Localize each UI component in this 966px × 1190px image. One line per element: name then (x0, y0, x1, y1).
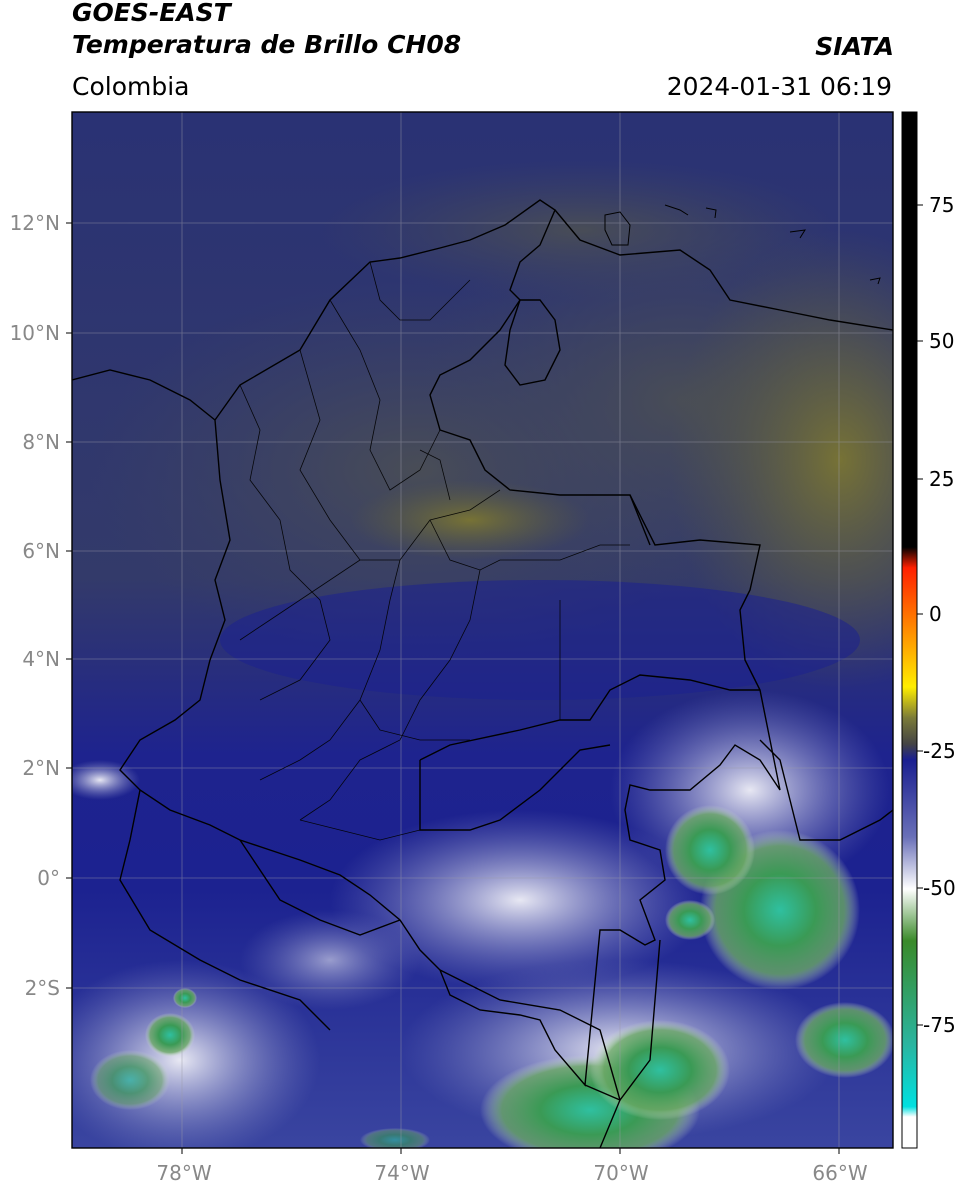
islands (604, 204, 881, 285)
lat-labels: 12°N 10°N 8°N 6°N 4°N 2°N 0° 2°S (10, 211, 60, 1000)
colorbar-label-50: 50 (929, 329, 954, 353)
ecuador-colombia (239, 839, 401, 936)
title-satellite: GOES-EAST (72, 0, 231, 27)
colorbar-label-neg75: -75 (923, 1013, 956, 1037)
peru-border (419, 744, 611, 831)
venezuela-coast (554, 209, 893, 331)
lat-label-8n: 8°N (22, 430, 60, 454)
lat-label-12n: 12°N (10, 211, 60, 235)
brazil-south (584, 939, 661, 1101)
datetime-label: 2024-01-31 06:19 (666, 72, 892, 101)
venezuela-brazil (629, 494, 651, 546)
lat-label-10n: 10°N (10, 321, 60, 345)
brand-label: SIATA (815, 32, 894, 61)
lon-label-78w: 78°W (156, 1161, 211, 1185)
tick-marks (66, 222, 840, 1154)
ecuador-peru (119, 789, 331, 1031)
maracaibo-lake (504, 299, 561, 386)
map-frame (71, 111, 894, 1149)
lat-label-2n: 2°N (22, 756, 60, 780)
region-label: Colombia (72, 72, 190, 101)
lat-label-0: 0° (37, 866, 60, 890)
brazil-border (419, 674, 760, 761)
colorbar-label-neg25: -25 (923, 739, 956, 763)
colombia-border (119, 199, 781, 1087)
gridlines (72, 112, 893, 1148)
colorbar-label-25: 25 (929, 467, 954, 491)
lon-label-66w: 66°W (812, 1161, 867, 1185)
lon-label-70w: 70°W (593, 1161, 648, 1185)
title-product: Temperatura de Brillo CH08 (72, 30, 462, 59)
borders (72, 199, 893, 1148)
lat-label-6n: 6°N (22, 539, 60, 563)
guyana-border (759, 739, 893, 841)
lat-label-2s: 2°S (25, 976, 60, 1000)
lon-label-74w: 74°W (374, 1161, 429, 1185)
colorbar-ticks (917, 204, 923, 1026)
lon-labels: 78°W 74°W 70°W 66°W (156, 1161, 867, 1185)
colorbar-label-0: 0 (929, 602, 942, 626)
lat-label-4n: 4°N (22, 647, 60, 671)
amazon-south (439, 969, 621, 1148)
colorbar-gradient (901, 111, 918, 1149)
internal-borders (239, 261, 630, 841)
colorbar-label-75: 75 (929, 193, 954, 217)
colorbar: 75 50 25 0 -25 -50 -75 (901, 111, 956, 1149)
panama-coast (72, 369, 216, 421)
imagery-layer (72, 112, 893, 1148)
colorbar-label-neg50: -50 (923, 876, 956, 900)
